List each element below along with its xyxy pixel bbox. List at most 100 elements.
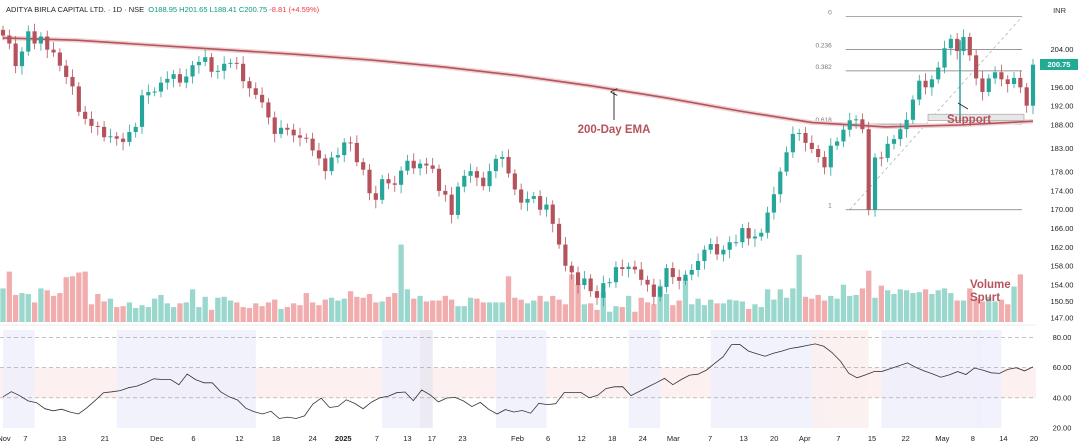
- candle-body: [493, 158, 498, 172]
- time-tick-label: Apr: [799, 434, 811, 443]
- volume-bar: [727, 299, 733, 322]
- candle-body: [879, 157, 884, 159]
- fib-trend-line: [849, 16, 1023, 210]
- candle-body: [961, 36, 966, 52]
- rsi-zone-0: [3, 330, 35, 428]
- volume-bar: [613, 306, 619, 322]
- volume-bar: [499, 302, 505, 322]
- candle-body: [361, 162, 366, 170]
- time-tick-label: 12: [235, 434, 243, 443]
- candle-body: [430, 165, 435, 169]
- candle-body: [651, 284, 656, 297]
- candle-body: [613, 267, 619, 283]
- volume-bar: [745, 308, 752, 322]
- volume-bar: [556, 299, 562, 322]
- volume-bar: [796, 254, 802, 322]
- candle-body: [607, 282, 612, 284]
- candle-body: [765, 212, 770, 233]
- volume-bar: [809, 298, 815, 322]
- volume-bar: [998, 299, 1005, 322]
- last-price-tag: 200.75: [1040, 59, 1078, 71]
- candle-body: [746, 228, 751, 239]
- time-tick-label: 7: [23, 434, 27, 443]
- volume-bar: [575, 283, 581, 322]
- time-tick-label: 20: [770, 434, 778, 443]
- time-tick-label: 13: [403, 434, 411, 443]
- candle-body: [443, 190, 448, 195]
- volume-bar: [107, 298, 114, 322]
- candle-body: [847, 120, 852, 130]
- volume-bar: [606, 311, 613, 322]
- candle-body: [64, 65, 69, 77]
- volume-bar: [834, 298, 840, 322]
- volume-bar: [859, 288, 866, 322]
- rsi-zone-2: [382, 330, 421, 428]
- rsi-tick-label: 80.00: [1053, 333, 1072, 342]
- time-tick-label: 6: [191, 434, 195, 443]
- candle-body: [266, 102, 271, 118]
- candle-body: [860, 119, 865, 130]
- interval: 1D: [112, 5, 123, 14]
- volume-bar: [543, 301, 550, 322]
- rsi-zone-3: [420, 330, 433, 428]
- volume-bar: [979, 301, 986, 322]
- volume-bar: [373, 302, 379, 322]
- volume-bar: [284, 307, 291, 322]
- candle-body: [190, 65, 195, 77]
- time-tick-label: 22: [901, 434, 909, 443]
- volume-bar: [967, 288, 973, 322]
- volume-bar: [341, 298, 347, 322]
- candle-body: [569, 265, 574, 273]
- low-value: L188.41: [209, 5, 237, 14]
- support-box: [927, 113, 1025, 121]
- time-tick-label: 18: [272, 434, 280, 443]
- candle-body: [259, 94, 265, 103]
- volume-bar: [335, 300, 341, 322]
- candle-body: [721, 249, 726, 255]
- volume-bar: [436, 300, 442, 322]
- volume-bar: [922, 289, 929, 322]
- volume-bar: [638, 297, 644, 322]
- volume-bar: [733, 300, 739, 322]
- time-tick-label: 17: [428, 434, 436, 443]
- candle-body: [582, 278, 587, 286]
- time-tick-label: 20: [1030, 434, 1038, 443]
- candle-body: [885, 143, 890, 158]
- volume-bar: [537, 295, 543, 322]
- price-tick-label: 154.00: [1051, 281, 1074, 290]
- candle-body: [639, 269, 644, 280]
- volume-bar: [354, 296, 360, 322]
- volume-bar: [455, 306, 461, 322]
- volume-bar: [986, 296, 992, 322]
- candle-body: [127, 132, 132, 142]
- time-tick-label: 15: [868, 434, 876, 443]
- candle-body: [632, 266, 637, 270]
- volume-bar: [505, 276, 512, 322]
- volume-bar: [12, 294, 19, 322]
- rsi-tick-label: 40.00: [1053, 393, 1072, 402]
- candle-body: [348, 142, 353, 144]
- volume-bar: [227, 300, 234, 322]
- candle-body: [411, 160, 416, 169]
- volume-bar: [941, 288, 948, 322]
- candle-body: [835, 141, 840, 146]
- candle-body: [696, 261, 701, 270]
- candlestick-series: [0, 23, 1036, 307]
- candle-body: [797, 132, 802, 134]
- volume-bar: [189, 289, 196, 322]
- volume-bar: [145, 307, 151, 322]
- candle-body: [57, 52, 62, 66]
- volume-bars: [0, 244, 1024, 322]
- volume-annotation-line2: Spurt: [970, 292, 1000, 304]
- volume-bar: [910, 293, 916, 322]
- volume-bar: [265, 302, 272, 322]
- candle-body: [733, 242, 739, 244]
- rsi-tick-label: 20.00: [1053, 424, 1072, 433]
- candle-body: [999, 72, 1004, 80]
- candle-body: [531, 196, 536, 199]
- candle-body: [367, 169, 372, 194]
- volume-bar: [183, 302, 189, 322]
- volume-bar: [31, 302, 38, 322]
- candle-body: [310, 138, 315, 151]
